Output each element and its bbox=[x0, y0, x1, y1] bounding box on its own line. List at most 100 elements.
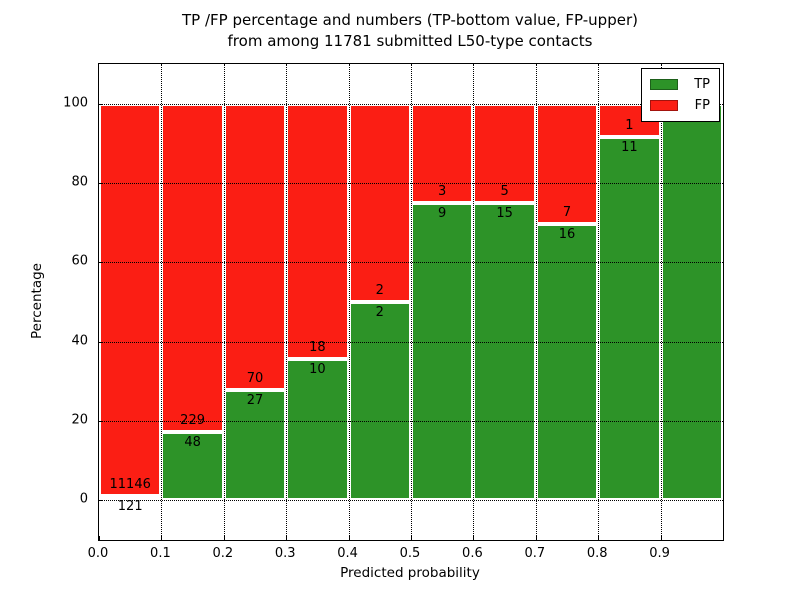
y-tick-label-0: 0 bbox=[79, 491, 88, 507]
x-tick-mark-0 bbox=[99, 536, 100, 540]
fp-count-label-0.5-0.6: 3 bbox=[438, 183, 447, 199]
y-tick-mark-20 bbox=[99, 421, 103, 422]
gridline-x-0.9 bbox=[660, 64, 662, 540]
bar-0.5-0.6 bbox=[411, 103, 474, 501]
bar-0.8-0.9 bbox=[598, 103, 661, 501]
fp-segment-0.1-0.2 bbox=[161, 103, 224, 432]
legend-item-tp: TP bbox=[650, 74, 710, 95]
gridline-x-0.7 bbox=[535, 64, 537, 540]
gridline-x-0.4 bbox=[348, 64, 350, 540]
legend-label-fp: FP bbox=[694, 98, 710, 113]
fp-segment-0.5-0.6 bbox=[411, 103, 474, 203]
tp-segment-0.2-0.3 bbox=[223, 389, 287, 501]
fp-count-label-0.0-0.1: 11146 bbox=[109, 477, 151, 493]
y-tick-label-80: 80 bbox=[71, 174, 88, 190]
x-tick-label-0.9: 0.9 bbox=[649, 546, 670, 561]
tp-segment-0.6-0.7 bbox=[473, 202, 536, 501]
fp-count-label-0.1-0.2: 229 bbox=[180, 412, 206, 428]
x-axis-label: Predicted probability bbox=[340, 565, 480, 581]
bar-0.4-0.5 bbox=[348, 103, 411, 501]
y-tick-mark-0 bbox=[99, 500, 103, 502]
bar-0.2-0.3 bbox=[223, 103, 287, 501]
x-tick-mark-0.8 bbox=[598, 536, 600, 540]
x-tick-label-0.5: 0.5 bbox=[399, 546, 421, 561]
fp-segment-0.3-0.4 bbox=[286, 103, 349, 359]
tp-count-label-0.1-0.2: 48 bbox=[184, 434, 201, 450]
y-tick-label-20: 20 bbox=[71, 412, 88, 428]
chart-title-line2: from among 11781 submitted L50-type cont… bbox=[227, 32, 593, 50]
x-tick-label-0.3: 0.3 bbox=[274, 546, 296, 561]
x-tick-label-0.2: 0.2 bbox=[212, 546, 234, 561]
fp-count-label-0.2-0.3: 70 bbox=[246, 370, 264, 386]
fp-count-label-0.8-0.9: 1 bbox=[625, 117, 634, 133]
x-tick-mark-0.9 bbox=[660, 536, 662, 540]
fp-count-label-0.3-0.4: 18 bbox=[309, 339, 326, 355]
gridline-x-0.8 bbox=[598, 64, 600, 540]
fp-count-label-0.7-0.8: 7 bbox=[562, 205, 572, 221]
gridline-x-0.1 bbox=[161, 64, 163, 540]
fp-count-label-0.6-0.7: 5 bbox=[500, 183, 509, 199]
x-tick-mark-0.4 bbox=[348, 536, 350, 540]
tp-segment-0.9-1.0 bbox=[660, 103, 723, 501]
x-tick-label-0.0: 0.0 bbox=[87, 546, 109, 561]
x-tick-label-0.1: 0.1 bbox=[150, 546, 171, 561]
x-tick-label-0.6: 0.6 bbox=[462, 546, 483, 561]
x-tick-mark-0.5 bbox=[411, 536, 412, 540]
tp-count-label-0.6-0.7: 15 bbox=[496, 205, 513, 221]
y-tick-mark-100 bbox=[99, 103, 103, 105]
legend-item-fp: FP bbox=[650, 95, 710, 116]
tp-segment-0.5-0.6 bbox=[411, 202, 474, 501]
tp-segment-0.0-0.1 bbox=[99, 496, 162, 501]
tp-swatch-icon bbox=[650, 79, 678, 90]
chart-title-line1: TP /FP percentage and numbers (TP-bottom… bbox=[182, 11, 638, 29]
y-tick-mark-80 bbox=[99, 183, 103, 184]
bar-0.7-0.8 bbox=[535, 103, 599, 501]
plot-area: 111461212294870271810223951571611141 TP … bbox=[98, 63, 724, 541]
y-tick-mark-40 bbox=[99, 341, 103, 343]
x-tick-mark-0.7 bbox=[535, 536, 537, 540]
tp-segment-0.8-0.9 bbox=[598, 136, 661, 501]
x-tick-label-0.4: 0.4 bbox=[337, 546, 358, 561]
tp-count-label-0.8-0.9: 11 bbox=[621, 139, 638, 155]
tp-segment-0.3-0.4 bbox=[286, 358, 349, 501]
y-tick-label-60: 60 bbox=[71, 253, 88, 269]
x-tick-mark-0.2 bbox=[223, 536, 225, 540]
legend: TP FP bbox=[641, 68, 720, 122]
x-tick-mark-0.1 bbox=[161, 536, 163, 540]
gridline-x-0.3 bbox=[286, 64, 288, 540]
bar-0.0-0.1 bbox=[99, 103, 162, 501]
x-tick-mark-0.3 bbox=[286, 536, 288, 540]
y-tick-label-40: 40 bbox=[71, 333, 88, 349]
y-axis-label: Percentage bbox=[29, 263, 45, 339]
bar-0.1-0.2 bbox=[161, 103, 224, 501]
x-tick-mark-0.6 bbox=[473, 536, 475, 540]
tp-count-label-0.3-0.4: 10 bbox=[309, 361, 326, 377]
x-tick-label-0.8: 0.8 bbox=[586, 546, 608, 561]
tp-count-label-0.4-0.5: 2 bbox=[375, 305, 384, 320]
y-tick-label-100: 100 bbox=[63, 95, 88, 111]
fp-swatch-icon bbox=[650, 100, 678, 111]
gridline-x-0.5 bbox=[411, 64, 412, 540]
bar-0.9-1.0 bbox=[660, 103, 723, 501]
fp-segment-0.6-0.7 bbox=[473, 103, 536, 203]
tp-count-label-0.2-0.3: 27 bbox=[246, 392, 264, 408]
tp-segment-0.1-0.2 bbox=[161, 431, 224, 501]
chart-title: TP /FP percentage and numbers (TP-bottom… bbox=[98, 10, 722, 52]
gridline-x-0.2 bbox=[223, 64, 225, 540]
tp-count-label-0.5-0.6: 9 bbox=[438, 205, 447, 221]
legend-label-tp: TP bbox=[694, 77, 710, 92]
fp-segment-0.4-0.5 bbox=[348, 103, 411, 302]
fp-segment-0.2-0.3 bbox=[223, 103, 287, 390]
tp-count-label-0.7-0.8: 16 bbox=[558, 227, 576, 243]
fp-count-label-0.4-0.5: 2 bbox=[375, 283, 384, 298]
fp-segment-0.0-0.1 bbox=[99, 103, 162, 497]
bar-0.3-0.4 bbox=[286, 103, 349, 501]
tp-segment-0.7-0.8 bbox=[535, 224, 599, 501]
y-tick-mark-60 bbox=[99, 262, 103, 264]
tp-segment-0.4-0.5 bbox=[348, 301, 411, 501]
bar-0.6-0.7 bbox=[473, 103, 536, 501]
tp-count-label-0.0-0.1: 121 bbox=[117, 499, 143, 515]
gridline-x-0.6 bbox=[473, 64, 475, 540]
x-tick-label-0.7: 0.7 bbox=[524, 546, 546, 561]
